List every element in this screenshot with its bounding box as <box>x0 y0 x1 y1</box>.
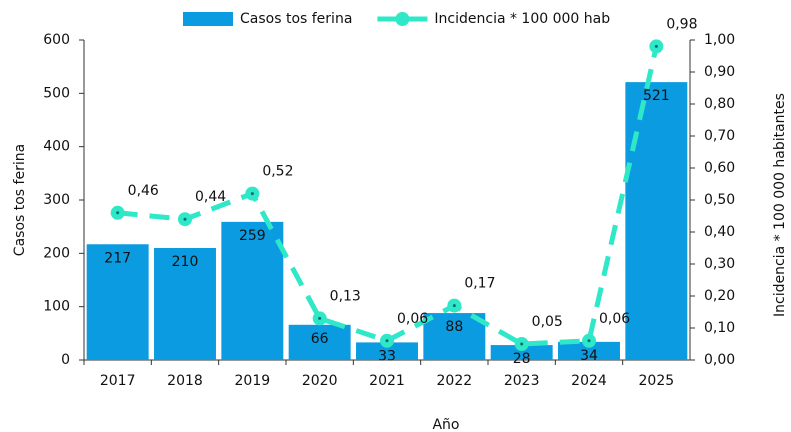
x-tick-label: 2018 <box>167 373 203 389</box>
line-marker-dot <box>250 192 254 196</box>
bar <box>356 342 418 360</box>
x-tick-label: 2017 <box>100 373 136 389</box>
bar <box>154 248 216 360</box>
line-marker-dot <box>452 304 456 308</box>
y2-axis-title: Incidencia * 100 000 habitantes <box>772 93 788 317</box>
y2-tick-label: 1,00 <box>704 32 735 48</box>
bar <box>490 345 553 360</box>
y-tick-label: 500 <box>43 85 70 101</box>
line-marker-dot <box>385 339 389 343</box>
y-axis-title: Casos tos ferina <box>12 144 28 256</box>
line-marker-dot <box>183 217 187 221</box>
y2-tick-label: 0,50 <box>704 192 735 208</box>
y-tick-label: 300 <box>43 192 70 208</box>
x-tick-label: 2025 <box>639 373 675 389</box>
y2-tick-label: 0,60 <box>704 160 735 176</box>
y-tick-label: 0 <box>61 352 70 368</box>
bar <box>625 82 688 360</box>
y2-tick-label: 0,10 <box>704 320 735 336</box>
bar-value-label: 521 <box>643 88 670 104</box>
line-marker-dot <box>654 44 658 48</box>
y2-tick-label: 0,80 <box>704 96 735 112</box>
line-marker-dot <box>318 316 322 320</box>
line-value-label: 0,52 <box>262 164 293 180</box>
bar <box>423 313 486 360</box>
x-tick-label: 2019 <box>235 373 271 389</box>
bar-value-label: 217 <box>104 250 131 266</box>
line-value-label: 0,06 <box>397 311 428 327</box>
legend-swatch-marker <box>395 12 410 26</box>
bar-value-label: 28 <box>513 351 531 367</box>
bar <box>86 244 149 360</box>
line-value-label: 0,17 <box>464 276 495 292</box>
legend-label: Incidencia * 100 000 hab <box>434 11 610 27</box>
line-value-label: 0,46 <box>128 183 159 199</box>
x-tick-label: 2021 <box>369 373 405 389</box>
bar <box>221 221 284 360</box>
bar-value-label: 88 <box>445 319 463 335</box>
y2-tick-label: 0,40 <box>704 224 735 240</box>
bar-value-label: 259 <box>239 228 266 244</box>
bar-value-label: 210 <box>172 254 199 270</box>
line-value-label: 0,44 <box>195 189 226 205</box>
line-value-label: 0,05 <box>532 314 563 330</box>
bar-value-label: 34 <box>580 348 598 364</box>
bar <box>558 341 620 360</box>
line-value-label: 0,13 <box>330 288 361 304</box>
y2-tick-label: 0,30 <box>704 256 735 272</box>
bar-value-label: 33 <box>378 348 396 364</box>
y2-tick-label: 0,90 <box>704 64 735 80</box>
bar <box>288 324 351 360</box>
y2-tick-label: 0,70 <box>704 128 735 144</box>
line-value-label: 0,06 <box>599 311 630 327</box>
x-tick-label: 2023 <box>504 373 540 389</box>
y-tick-label: 400 <box>43 139 70 155</box>
legend-swatch <box>183 12 233 26</box>
legend-label: Casos tos ferina <box>240 11 352 27</box>
y-tick-label: 100 <box>43 299 70 315</box>
y2-tick-label: 0,00 <box>704 352 735 368</box>
bar-value-label: 66 <box>311 331 329 347</box>
line-marker-dot <box>587 339 591 343</box>
x-axis-title: Año <box>432 417 459 432</box>
line-marker-dot <box>116 211 120 215</box>
line-value-label: 0,98 <box>666 16 697 32</box>
x-tick-label: 2024 <box>571 373 607 389</box>
y2-tick-label: 0,20 <box>704 288 735 304</box>
x-tick-label: 2020 <box>302 373 338 389</box>
y-tick-label: 600 <box>43 32 70 48</box>
line-marker-dot <box>520 342 524 346</box>
y-tick-label: 200 <box>43 245 70 261</box>
x-tick-label: 2022 <box>437 373 473 389</box>
